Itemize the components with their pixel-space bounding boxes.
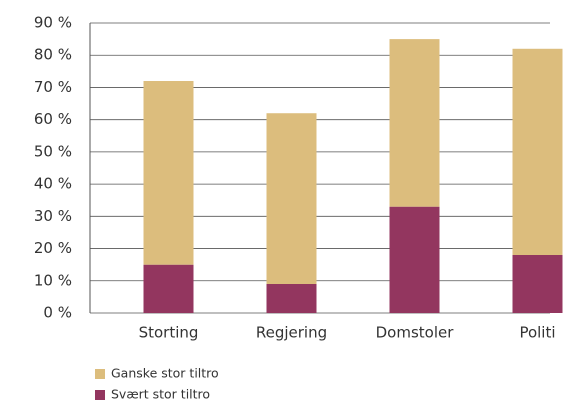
bar-segment [266,113,317,284]
legend: Ganske stor tiltro Svært stor tiltro [95,366,219,402]
legend-label: Ganske stor tiltro [111,366,219,381]
bar-segment [389,206,440,313]
x-tick-label: Politi [519,324,555,342]
legend-label: Svært stor tiltro [111,387,210,402]
bar-segment [512,48,563,256]
bar-segment [143,81,194,265]
bar-segment [512,255,563,313]
legend-swatch [95,369,105,379]
y-tick-label: 40 % [34,175,72,193]
bar-segment [389,39,440,207]
y-tick-label: 20 % [34,239,72,257]
y-tick-label: 90 % [34,14,72,32]
y-tick-label: 60 % [34,110,72,128]
bar-segment [143,264,194,313]
y-tick-label: 50 % [34,142,72,160]
y-tick-label: 80 % [34,46,72,64]
bar-segment [266,284,317,313]
x-tick-label: Storting [139,324,199,342]
y-tick-label: 10 % [34,271,72,289]
y-tick-label: 0 % [43,304,72,322]
legend-swatch [95,390,105,400]
y-tick-label: 30 % [34,207,72,225]
x-tick-label: Domstoler [376,324,455,342]
y-tick-label: 70 % [34,78,72,96]
x-tick-label: Regjering [256,324,327,342]
